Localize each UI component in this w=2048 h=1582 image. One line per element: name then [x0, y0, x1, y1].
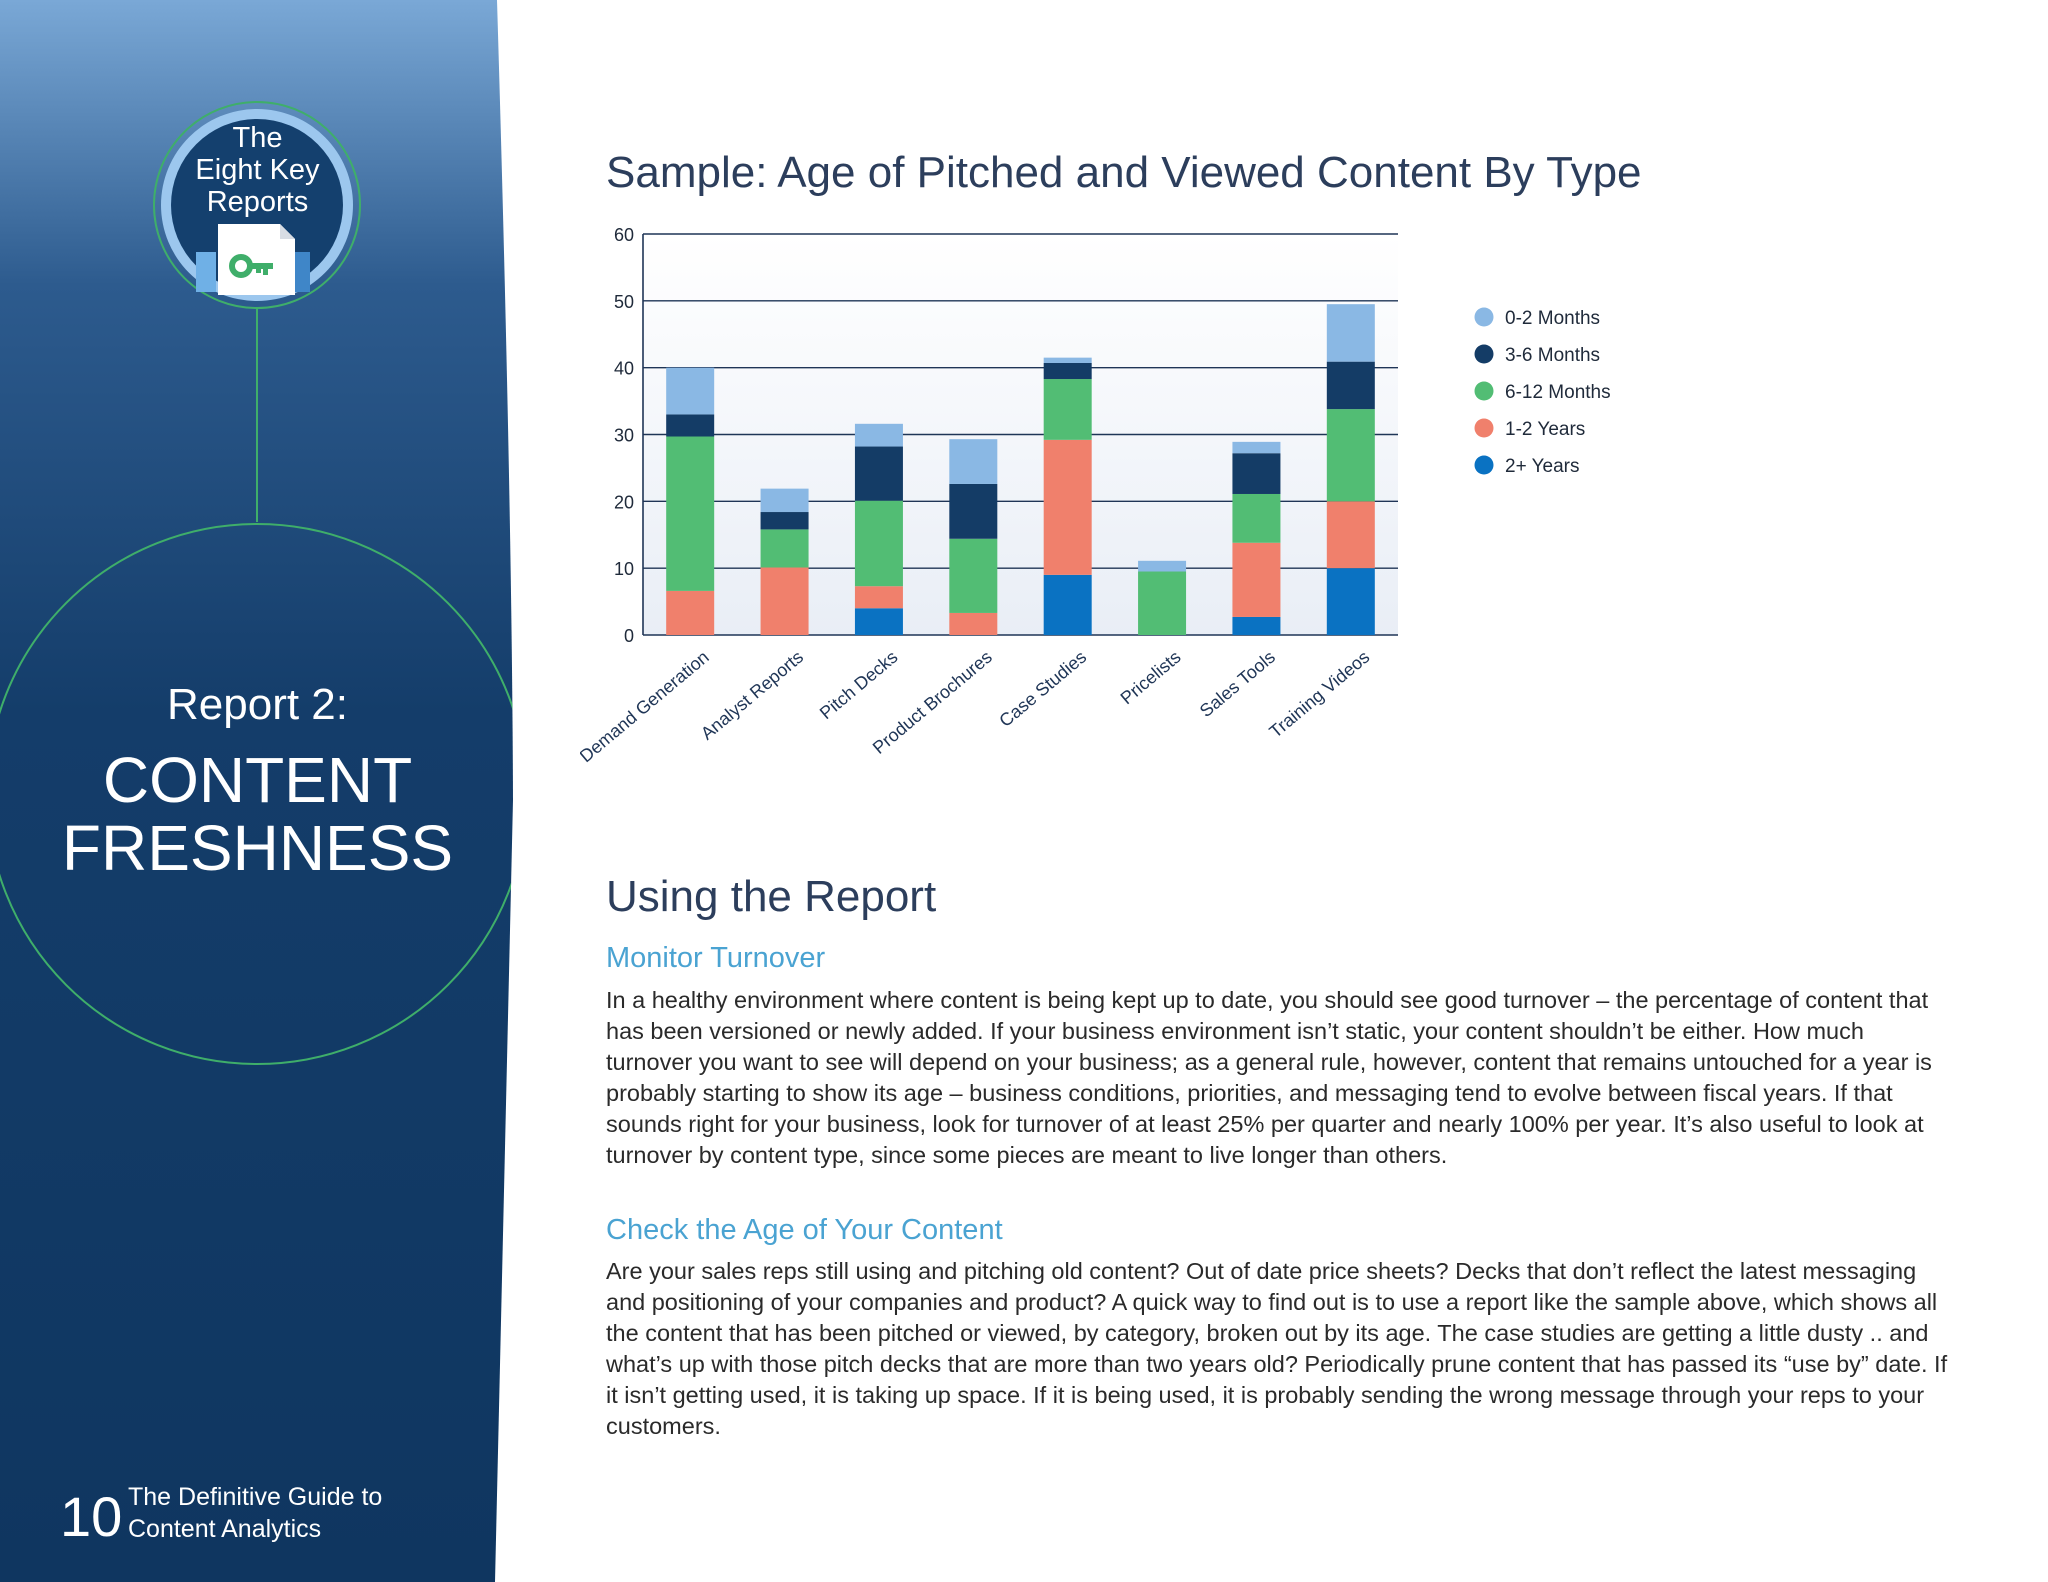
legend-label: 6-12 Months: [1505, 382, 1611, 403]
y-tick-label: 10: [614, 559, 634, 579]
bar-segment: [854, 586, 903, 609]
subhead-check-age: Check the Age of Your Content: [606, 1214, 1003, 1246]
badge-outer-ring: [153, 101, 361, 309]
paragraph-turnover: In a healthy environment where content i…: [606, 987, 1932, 1168]
sidebar-background: [0, 0, 513, 1582]
legend-swatch: [1474, 381, 1494, 401]
bar-segment: [854, 423, 903, 447]
legend-swatch: [1474, 344, 1494, 364]
report-title-line: CONTENT: [102, 744, 413, 816]
bar-segment: [949, 538, 998, 613]
y-tick-label: 50: [614, 292, 634, 312]
x-tick-label: Sales Tools: [1196, 647, 1279, 721]
guide-title: The Definitive Guide to Content Analytic…: [128, 1481, 382, 1545]
report-title: CONTENT FRESHNESS: [40, 746, 475, 882]
x-tick-label: Pitch Decks: [816, 647, 902, 723]
bar-segment: [666, 414, 715, 437]
bar-segment: [1043, 574, 1092, 635]
y-tick-label: 40: [614, 359, 634, 379]
chart-title: Sample: Age of Pitched and Viewed Conten…: [606, 148, 1642, 197]
badge-label: The Eight Key Reports: [160, 122, 355, 218]
bar-segment: [1326, 568, 1375, 635]
bar-segment: [760, 529, 809, 568]
y-tick-label: 30: [614, 426, 634, 446]
bar-segment: [1138, 571, 1187, 635]
legend-swatch: [1474, 418, 1494, 438]
bar-segment: [1232, 453, 1281, 494]
bar-segment: [854, 446, 903, 501]
bar-segment: [1326, 409, 1375, 502]
report-title-line: FRESHNESS: [61, 812, 454, 884]
bar-segment: [1138, 560, 1187, 572]
x-tick-label: Pricelists: [1117, 647, 1185, 709]
bar-segment: [854, 500, 903, 587]
bar-segment: [666, 590, 715, 635]
x-tick-label: Analyst Reports: [697, 647, 807, 744]
badge-line: Eight Key: [195, 154, 320, 186]
report-number: Report 2:: [167, 680, 348, 729]
bar-segment: [760, 567, 809, 635]
bar-segment: [760, 512, 809, 530]
paragraph-age: Are your sales reps still using and pitc…: [606, 1258, 1948, 1439]
x-tick-label: Case Studies: [995, 647, 1090, 731]
bar-segment: [1326, 501, 1375, 569]
bar-segment: [1232, 441, 1281, 454]
bar-segment: [666, 367, 715, 415]
badge-core: [171, 119, 343, 291]
badge-line: Reports: [206, 186, 309, 218]
bar-segment: [1043, 357, 1092, 363]
section-title: Using the Report: [606, 872, 937, 921]
guide-title-line: The Definitive Guide to: [128, 1483, 383, 1511]
bar-segment: [666, 436, 715, 591]
badge-line: The: [232, 122, 283, 154]
guide-title-line: Content Analytics: [128, 1515, 322, 1543]
bar-segment: [1043, 439, 1092, 575]
legend-swatch: [1474, 307, 1494, 327]
bar-segment: [1232, 493, 1281, 543]
bar-segment: [949, 612, 998, 635]
bar-segment: [1232, 616, 1281, 635]
legend-swatch: [1474, 455, 1494, 475]
legend-label: 3-6 Months: [1505, 345, 1600, 366]
bar-segment: [760, 488, 809, 513]
y-tick-label: 20: [614, 492, 634, 512]
legend-label: 0-2 Months: [1505, 308, 1600, 329]
bar-segment: [1043, 379, 1092, 440]
bar-segment: [949, 483, 998, 539]
document-key-icon: [196, 224, 310, 295]
bar-segment: [949, 439, 998, 484]
bar-segment: [1043, 362, 1092, 380]
x-tick-label: Training Videos: [1265, 647, 1373, 742]
legend-label: 1-2 Years: [1505, 419, 1585, 440]
bar-segment: [1326, 361, 1375, 410]
y-tick-label: 0: [624, 626, 634, 646]
page-number: 10: [60, 1485, 123, 1548]
bar-segment: [854, 608, 903, 635]
bar-segment: [1232, 542, 1281, 617]
bar-segment: [1326, 304, 1375, 362]
x-tick-label: Demand Generation: [580, 647, 713, 767]
legend-label: 2+ Years: [1505, 456, 1580, 477]
subhead-monitor-turnover: Monitor Turnover: [606, 942, 826, 974]
y-tick-label: 60: [614, 225, 634, 245]
